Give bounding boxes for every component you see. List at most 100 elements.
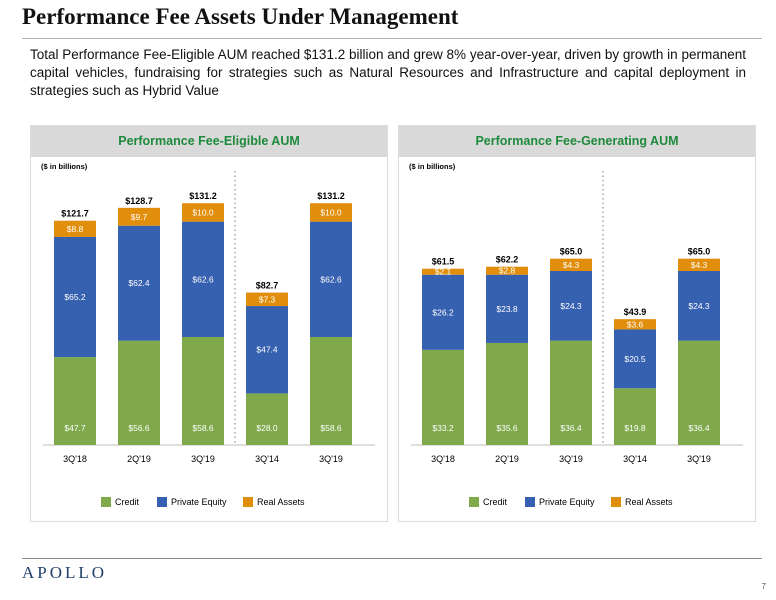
segment-value-label: $62.4 [128, 278, 150, 288]
bar-segment-real-assets [118, 207, 160, 226]
bar-segment-credit [182, 337, 224, 445]
segment-value-label: $62.6 [192, 274, 214, 284]
legend-swatch-credit [101, 497, 111, 507]
bar-segment-private-equity [310, 221, 352, 338]
bar-segment-credit [614, 388, 656, 445]
bar-segment-private-equity [246, 306, 288, 394]
footer-divider [22, 558, 762, 559]
segment-value-label: $47.4 [256, 345, 278, 355]
legend-swatch-real-assets [611, 497, 621, 507]
bar-segment-credit [422, 349, 464, 445]
bar-segment-real-assets [550, 258, 592, 271]
bar-total-label: $65.0 [560, 247, 583, 257]
title-divider [22, 38, 762, 39]
x-tick-label: 3Q'14 [623, 454, 647, 464]
segment-value-label: $10.0 [320, 207, 342, 217]
segment-value-label: $20.5 [624, 354, 646, 364]
legend-swatch-credit [469, 497, 479, 507]
bar-total-label: $62.2 [496, 255, 519, 265]
legend-swatch-private-equity [157, 497, 167, 507]
legend-label: Credit [115, 497, 140, 507]
x-tick-label: 3Q'19 [191, 454, 215, 464]
page-number: 7 [761, 582, 766, 591]
segment-value-label: $2.1 [435, 267, 452, 277]
bar-total-label: $43.9 [624, 307, 647, 317]
bar-segment-real-assets [54, 220, 96, 237]
segment-value-label: $47.7 [64, 423, 86, 433]
bar-segment-credit [54, 357, 96, 445]
legend-label: Real Assets [257, 497, 305, 507]
bar-segment-real-assets [182, 203, 224, 222]
bar-total-label: $65.0 [688, 247, 711, 257]
segment-value-label: $58.6 [320, 423, 342, 433]
bar-segment-real-assets [678, 258, 720, 271]
segment-value-label: $2.8 [499, 266, 516, 276]
page-title: Performance Fee Assets Under Management [22, 4, 459, 29]
segment-value-label: $26.2 [432, 307, 454, 317]
segment-value-label: $23.8 [496, 304, 518, 314]
apollo-logo: APOLLO [22, 563, 108, 582]
x-tick-label: 3Q'19 [559, 454, 583, 464]
bar-segment-real-assets [422, 268, 464, 275]
bar-segment-credit [550, 340, 592, 445]
bar-total-label: $131.2 [317, 191, 345, 201]
segment-value-label: $19.8 [624, 423, 646, 433]
legend-swatch-real-assets [243, 497, 253, 507]
bar-segment-private-equity [182, 221, 224, 338]
bar-segment-private-equity [54, 236, 96, 358]
generating-aum-chart-title: Performance Fee-Generating AUM [399, 126, 755, 157]
bar-segment-credit [118, 340, 160, 445]
segment-value-label: $8.8 [67, 224, 84, 234]
x-tick-label: 3Q'18 [431, 454, 455, 464]
x-tick-label: 3Q'19 [687, 454, 711, 464]
bar-segment-credit [310, 337, 352, 445]
bar-segment-private-equity [550, 270, 592, 341]
bar-total-label: $128.7 [125, 196, 153, 206]
segment-value-label: $33.2 [432, 423, 454, 433]
segment-value-label: $36.4 [560, 423, 582, 433]
segment-value-label: $36.4 [688, 423, 710, 433]
unit-note: ($ in billions) [41, 162, 88, 171]
eligible-aum-chart-title: Performance Fee-Eligible AUM [31, 126, 387, 157]
bar-segment-private-equity [422, 274, 464, 350]
eligible-aum-panel: Performance Fee-Eligible AUM ($ in billi… [30, 125, 388, 522]
generating-aum-chart: ($ in billions) $33.2 $26.2 $2.1$61.5 3Q'18 $… [409, 162, 743, 507]
legend-label: Private Equity [171, 497, 227, 507]
segment-value-label: $28.0 [256, 423, 278, 433]
segment-value-label: $56.6 [128, 423, 150, 433]
segment-value-label: $4.3 [691, 260, 708, 270]
bar-segment-private-equity [486, 274, 528, 343]
bar-segment-private-equity [614, 329, 656, 389]
x-tick-label: 2Q'19 [127, 454, 151, 464]
bar-segment-credit [246, 393, 288, 445]
segment-value-label: $24.3 [688, 301, 710, 311]
segment-value-label: $58.6 [192, 423, 214, 433]
x-tick-label: 2Q'19 [495, 454, 519, 464]
bar-segment-private-equity [118, 225, 160, 341]
segment-value-label: $35.6 [496, 423, 518, 433]
eligible-aum-chart: ($ in billions) $47.7 $65.2 $8.8 $121.7 3Q'18… [41, 162, 375, 507]
bar-total-label: $82.7 [256, 281, 279, 291]
legend-label: Real Assets [625, 497, 673, 507]
bar-segment-private-equity [678, 270, 720, 341]
segment-value-label: $4.3 [563, 260, 580, 270]
unit-note: ($ in billions) [409, 162, 456, 171]
summary-text: Total Performance Fee-Eligible AUM reach… [30, 47, 746, 98]
bar-segment-real-assets [614, 319, 656, 330]
bar-segment-real-assets [486, 266, 528, 275]
legend-label: Credit [483, 497, 508, 507]
bar-segment-credit [486, 342, 528, 445]
bar-segment-real-assets [310, 203, 352, 222]
legend-swatch-private-equity [525, 497, 535, 507]
legend-label: Private Equity [539, 497, 595, 507]
x-tick-label: 3Q'14 [255, 454, 279, 464]
segment-value-label: $3.6 [627, 319, 644, 329]
generating-aum-panel: Performance Fee-Generating AUM ($ in bil… [398, 125, 756, 522]
bar-total-label: $121.7 [61, 209, 89, 219]
segment-value-label: $65.2 [64, 292, 86, 302]
bar-total-label: $131.2 [189, 191, 217, 201]
bar-segment-credit [678, 340, 720, 445]
x-tick-label: 3Q'18 [63, 454, 87, 464]
segment-value-label: $62.6 [320, 274, 342, 284]
segment-value-label: $24.3 [560, 301, 582, 311]
